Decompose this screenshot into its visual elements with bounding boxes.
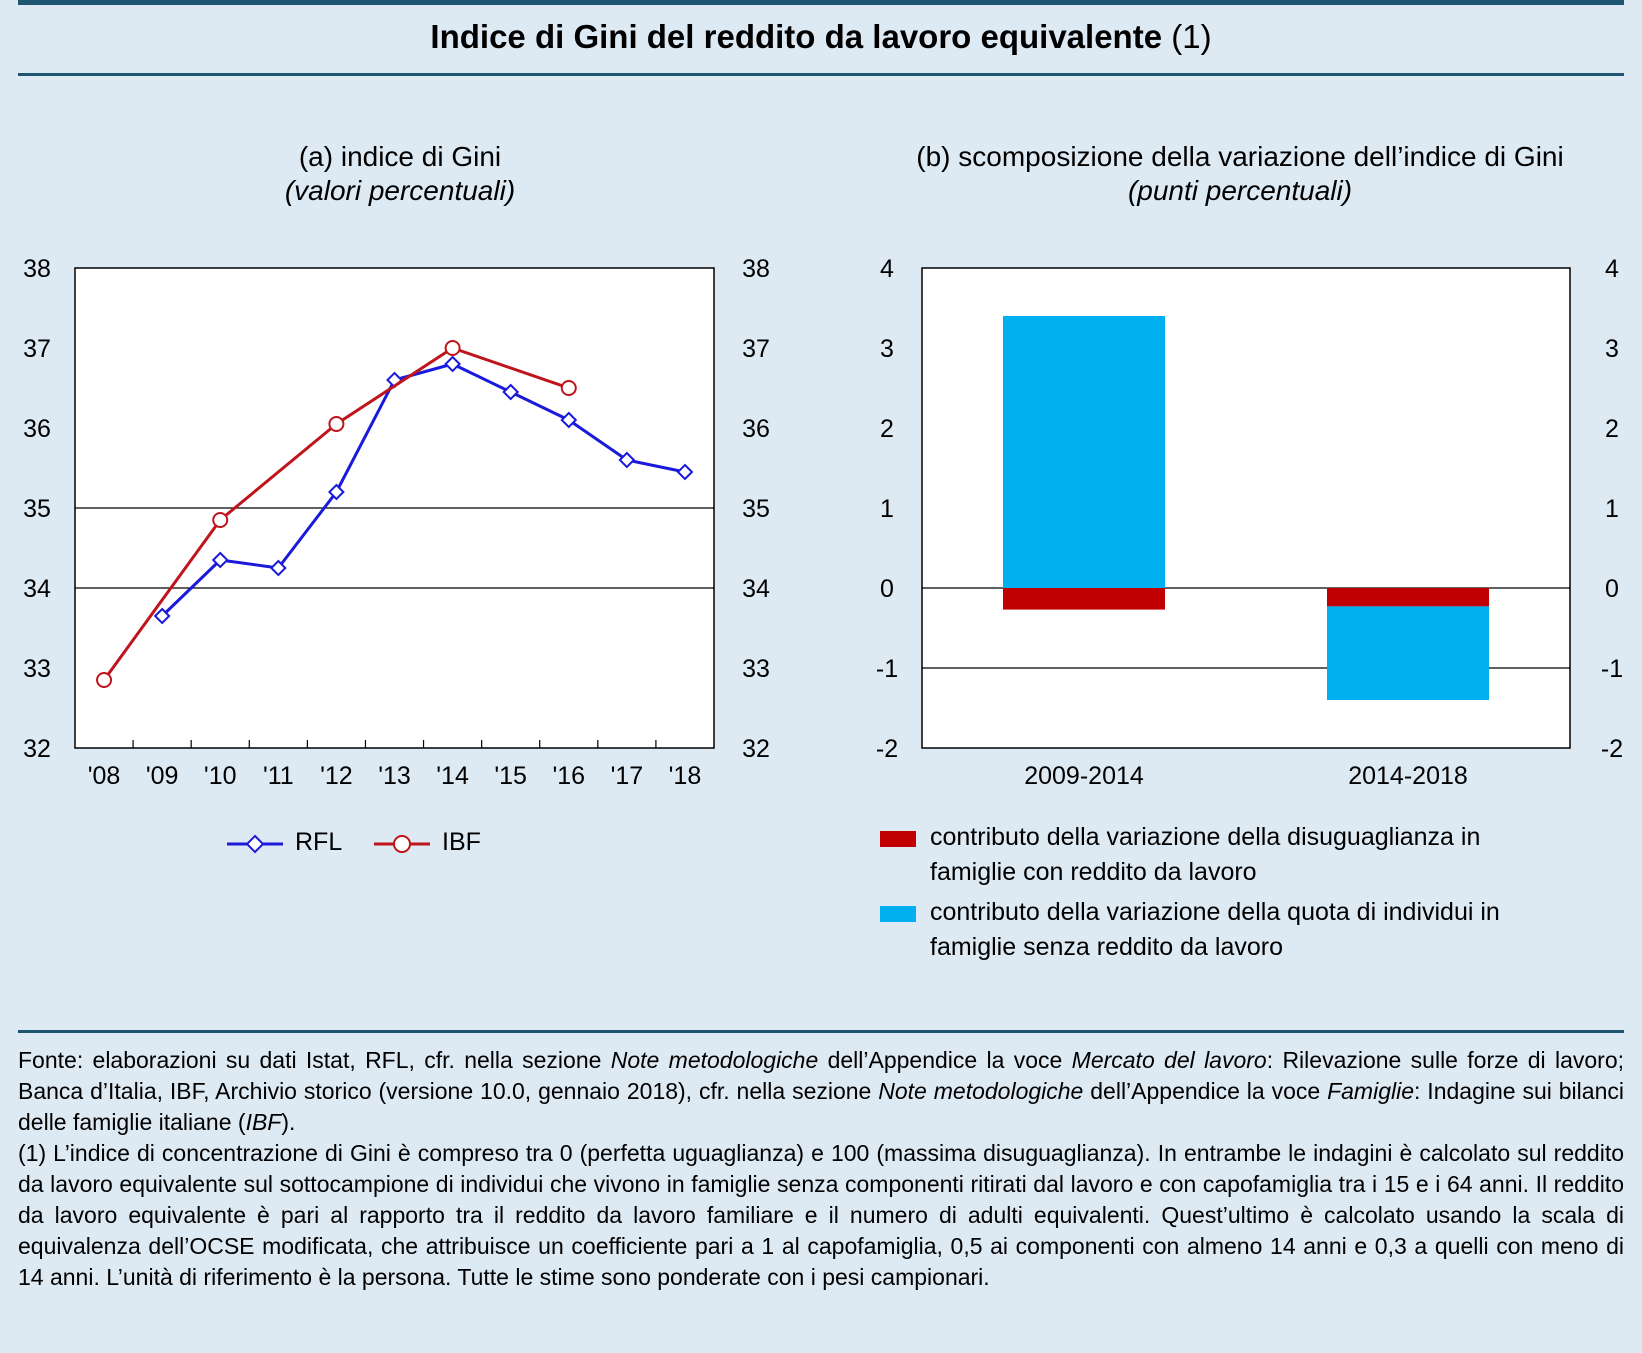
note-run: IBF (245, 1109, 282, 1135)
panel-a-point-rfl (560, 411, 578, 429)
panel-b-x-label: 2014-2018 (1348, 762, 1468, 790)
panel-a-point-rfl (211, 551, 229, 569)
panel-a-x-label: '10 (204, 762, 237, 790)
panel-b-y-tick-right: 0 (1605, 575, 1619, 603)
panel-b-y-tick-left: 0 (880, 575, 894, 603)
panel-b-y-tick-left: -1 (876, 655, 898, 683)
legend-red-swatch (880, 831, 916, 847)
note-run: Fonte: elaborazioni su dati Istat, RFL, … (18, 1047, 611, 1073)
panel-a-x-label: '12 (320, 762, 353, 790)
panel-a-x-label: '11 (263, 762, 294, 790)
panel-a-y-tick-left: 37 (23, 335, 51, 363)
panel-a-x-label: '08 (88, 762, 121, 790)
title-rule (18, 73, 1624, 76)
panel-a-point-rfl (153, 607, 171, 625)
panel-b-y-tick-left: -2 (876, 735, 898, 763)
title-note: (1) (1171, 18, 1212, 55)
panel-a-point-rfl (269, 559, 287, 577)
notes: Fonte: elaborazioni su dati Istat, RFL, … (18, 1045, 1624, 1293)
note-run: dell’Appendice la voce (818, 1047, 1072, 1073)
legend-ibf-label: IBF (442, 828, 481, 856)
panel-a-point-rfl (618, 451, 636, 469)
panel-a-y-tick-right: 32 (742, 735, 770, 763)
top-rule (18, 0, 1624, 5)
legend-ibf-marker (374, 835, 430, 853)
legend-cyan-swatch (880, 906, 916, 922)
panel-a-y-tick-right: 36 (742, 415, 770, 443)
panel-b-y-tick-left: 4 (880, 255, 894, 283)
panel-b-y-tick-right: 2 (1605, 415, 1619, 443)
panel-a-y-tick-left: 35 (23, 495, 51, 523)
panel-a-point-ibf (96, 672, 113, 688)
note-run: dell’Appendice la voce (1083, 1078, 1328, 1104)
panel-b-y-tick-right: -2 (1601, 735, 1623, 763)
panel-a-y-tick-left: 38 (23, 255, 51, 283)
note-paragraph-1: (1) L’indice di concentrazione di Gini è… (18, 1138, 1624, 1293)
legend-rfl-label: RFL (295, 828, 343, 856)
note-run: : Indagine sui bilanci delle famiglie it… (18, 1078, 1624, 1135)
panel-a-y-tick-right: 35 (742, 495, 770, 523)
panel-a-title: (a) indice di Gini (298, 141, 502, 172)
note-paragraph-0: Fonte: elaborazioni su dati Istat, RFL, … (18, 1045, 1624, 1138)
panel-b-heading: (b) scomposizione della variazione dell’… (860, 140, 1620, 208)
panel-a-unit: (valori percentuali) (284, 175, 516, 206)
panel-a-point-rfl (327, 483, 345, 501)
panel-a-x-label: '13 (378, 762, 411, 790)
panel-b-y-tick-left: 2 (880, 415, 894, 443)
legend-rfl-marker (227, 834, 283, 854)
note-run: ). (281, 1109, 296, 1135)
note-run: (1) L’indice di concentrazione di Gini è… (18, 1140, 1624, 1290)
panel-a-y-tick-right: 37 (742, 335, 770, 363)
panel-a-point-ibf (560, 380, 577, 396)
note-run: Note metodologiche (610, 1047, 819, 1073)
panel-a-point-ibf (328, 416, 345, 432)
panel-a-x-label: '17 (611, 762, 644, 790)
panel-a-y-tick-left: 32 (23, 735, 51, 763)
panel-b-y-tick-right: 1 (1605, 495, 1619, 523)
panel-a-x-label: '18 (669, 762, 702, 790)
panel-b-bar-cyan-1 (1327, 606, 1489, 700)
panel-b-bar-cyan-0 (1003, 316, 1165, 588)
panel-a-y-tick-left: 34 (23, 575, 51, 603)
panel-a-x-label: '09 (146, 762, 179, 790)
panel-b-bar-red-1 (1327, 588, 1489, 607)
legend-red-label: contributo della variazione della disugu… (930, 823, 1481, 886)
legend-cyan-label: contributo della variazione della quota … (930, 898, 1500, 961)
panel-b-bar-red-0 (1003, 588, 1165, 610)
title-text: Indice di Gini del reddito da lavoro equ… (430, 18, 1163, 55)
panel-a-y-tick-left: 36 (23, 415, 51, 443)
panel-b-y-tick-left: 1 (880, 495, 894, 523)
notes-rule (18, 1030, 1624, 1033)
panel-a-x-label: '16 (552, 762, 585, 790)
panel-b-x-label: 2009-2014 (1024, 762, 1144, 790)
panel-b-unit: (punti percentuali) (1127, 175, 1353, 206)
panel-a-x-label: '15 (494, 762, 527, 790)
panel-a-y-tick-right: 38 (742, 255, 770, 283)
note-run: Mercato del lavoro (1071, 1047, 1267, 1073)
panel-a-point-rfl (676, 463, 694, 481)
panel-a-y-tick-right: 34 (742, 575, 770, 603)
panel-b-y-tick-right: 3 (1605, 335, 1619, 363)
panel-a-point-ibf (444, 340, 461, 356)
panel-a-x-label: '14 (436, 762, 469, 790)
panel-a-point-rfl (444, 355, 462, 373)
panel-b-y-tick-left: 3 (880, 335, 894, 363)
panel-b-y-tick-right: 4 (1605, 255, 1619, 283)
panel-a-point-ibf (212, 512, 229, 528)
panel-b-y-tick-right: -1 (1601, 655, 1623, 683)
panel-a-y-tick-right: 33 (742, 655, 770, 683)
note-run: : Rilevazione sulle forze di lavoro; Ban… (18, 1047, 1625, 1104)
panel-a-point-rfl (502, 383, 520, 401)
panel-a-y-tick-left: 33 (23, 655, 51, 683)
figure-title: Indice di Gini del reddito da lavoro equ… (0, 18, 1642, 56)
panel-a-series-line-rfl (161, 362, 686, 618)
panel-a-heading: (a) indice di Gini (valori percentuali) (75, 140, 725, 208)
note-run: Note metodologiche (878, 1078, 1084, 1104)
note-run: Famiglie (1327, 1078, 1414, 1104)
panel-b-title: (b) scomposizione della variazione dell’… (916, 141, 1564, 172)
